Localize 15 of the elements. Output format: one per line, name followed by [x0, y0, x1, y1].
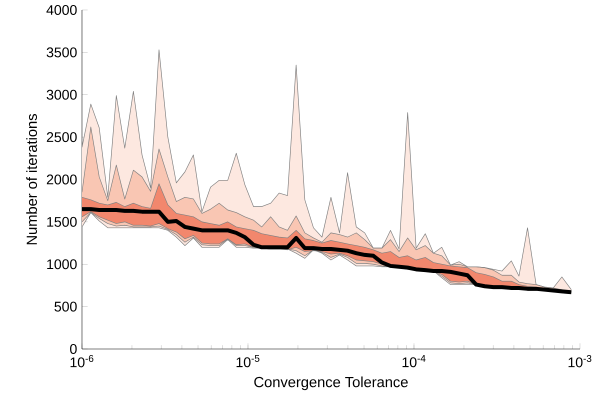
y-tick-label: 0	[70, 344, 77, 354]
y-tick-label: 4000	[46, 5, 77, 15]
y-axis-title: Number of iterations	[26, 114, 37, 244]
y-tick-label: 500	[54, 302, 77, 312]
x-axis-title: Convergence Tolerance	[254, 376, 408, 390]
y-tick-label: 3000	[46, 90, 77, 100]
y-tick-label: 2000	[46, 174, 77, 184]
y-tick-label: 1000	[47, 259, 77, 270]
x-tick-label: 10$^{-5}$	[236, 355, 260, 368]
x-tick-label: 10$^{-6}$	[70, 355, 94, 368]
x-tick-label: 10$^{-3}$	[568, 355, 592, 368]
y-tick-label: 3500	[46, 47, 77, 58]
y-tick-label: 1500	[47, 216, 77, 227]
x-tick-label: 10$^{-4}$	[402, 355, 426, 368]
y-tick-label: 2500	[46, 132, 77, 142]
